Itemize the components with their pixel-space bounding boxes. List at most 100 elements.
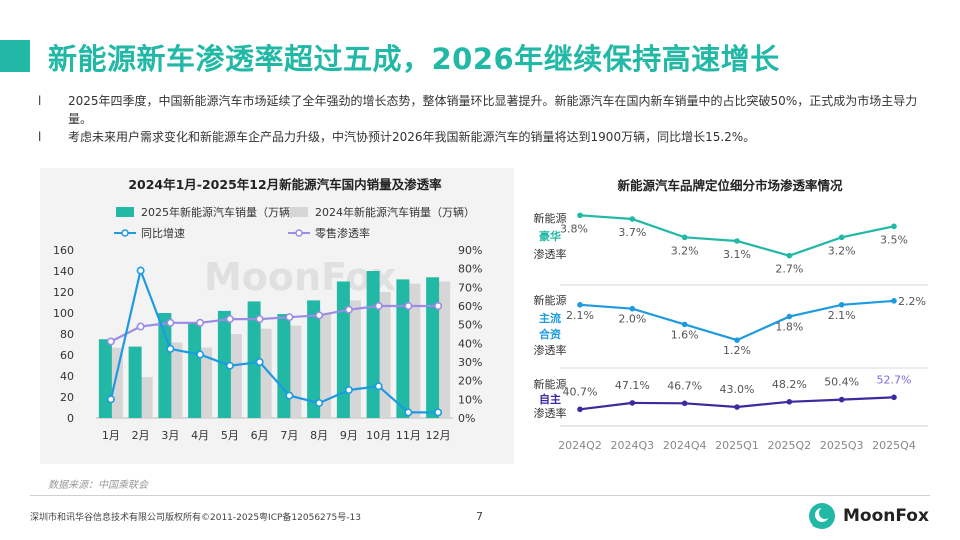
- bar-2025: [277, 314, 291, 418]
- yoy-growth-point: [434, 408, 443, 417]
- bar-2025: [426, 277, 440, 418]
- footer-copyright: 深圳市和讯华谷信息技术有限公司版权所有©2011-2025粤ICP备120562…: [30, 513, 361, 523]
- data-label: 3.7%: [618, 226, 646, 239]
- moonfox-logo: MoonFox: [808, 502, 929, 530]
- y-tick-right: 80%: [458, 263, 482, 276]
- yoy-growth-point: [196, 350, 205, 359]
- segment-label: 渗透率: [534, 343, 567, 357]
- x-tick-label: 2025Q3: [820, 439, 864, 452]
- data-label: 3.2%: [671, 244, 699, 257]
- segment-point: [838, 396, 845, 403]
- bar-2025: [247, 301, 261, 418]
- segment-point: [838, 301, 845, 308]
- y-tick-left: 0: [67, 412, 74, 425]
- bar-2025: [158, 313, 172, 418]
- segment-label: 渗透率: [534, 247, 567, 261]
- retail-penetration-point: [315, 311, 324, 320]
- legend-label: 同比增速: [141, 226, 185, 240]
- bullet-mark: l: [38, 130, 42, 144]
- x-tick-label: 10月: [366, 429, 391, 442]
- segment-point: [681, 400, 688, 407]
- y-tick-right: 60%: [458, 300, 482, 313]
- segment-label: 合资: [539, 327, 561, 341]
- page-title: 新能源新车渗透率超过五成，2026年继续保持高速增长: [48, 42, 780, 76]
- retail-penetration-point: [106, 337, 115, 346]
- data-label: 2.2%: [898, 295, 926, 308]
- retail-penetration-point: [374, 302, 383, 311]
- segment-point: [838, 234, 845, 241]
- yoy-growth-point: [255, 358, 264, 367]
- yoy-growth-line: [109, 266, 439, 414]
- footer-divider: [30, 495, 930, 496]
- segment-label: 新能源: [534, 211, 567, 225]
- segment-point: [629, 216, 636, 222]
- bar-2024: [169, 342, 183, 418]
- data-label: 2.0%: [618, 313, 646, 326]
- x-tick-label: 2024Q4: [663, 439, 707, 452]
- x-tick-label: 1月: [102, 429, 120, 442]
- segment-label: 主流: [539, 311, 561, 325]
- bar-2025: [366, 271, 380, 418]
- bar-2024: [228, 334, 242, 418]
- segment-point: [577, 301, 583, 308]
- segment-label: 豪华: [539, 229, 561, 243]
- logo-text: MoonFox: [843, 506, 929, 526]
- segment-point: [891, 298, 897, 304]
- legend-marker: [121, 229, 129, 237]
- yoy-growth-point: [106, 395, 115, 404]
- bar-2024: [437, 281, 451, 418]
- segment-point: [786, 252, 793, 259]
- page-number: 7: [476, 510, 483, 523]
- segment-label: 自主: [539, 392, 561, 406]
- bar-2025: [98, 339, 112, 418]
- yoy-growth-point: [225, 361, 234, 370]
- data-label: 47.1%: [615, 379, 650, 392]
- x-tick-label: 2025Q2: [768, 439, 812, 452]
- segment-label: 新能源: [534, 377, 567, 391]
- x-tick-label: 2025Q4: [872, 439, 916, 452]
- retail-penetration-point: [404, 302, 413, 311]
- data-label: 43.0%: [720, 383, 755, 396]
- data-label: 3.1%: [723, 248, 751, 261]
- y-tick-right: 0%: [458, 412, 475, 425]
- y-tick-left: 160: [53, 244, 74, 257]
- y-tick-right: 20%: [458, 375, 482, 388]
- watermark-text: MoonFox: [204, 255, 396, 299]
- x-tick-label: 11月: [396, 429, 421, 442]
- data-label: 1.8%: [775, 321, 803, 334]
- yoy-growth-point: [374, 382, 383, 391]
- y-tick-right: 50%: [458, 319, 482, 332]
- y-tick-left: 80: [60, 328, 74, 341]
- retail-penetration-point: [166, 318, 175, 327]
- x-tick-label: 2024Q3: [611, 439, 655, 452]
- bar-2025: [307, 300, 321, 418]
- x-tick-label: 9月: [340, 429, 358, 442]
- segment-point: [629, 400, 636, 406]
- yoy-growth-point: [404, 408, 413, 417]
- bar-2025: [128, 346, 142, 418]
- y-tick-right: 10%: [458, 393, 482, 406]
- segment-label: 新能源: [534, 293, 567, 307]
- segment-point: [577, 406, 583, 413]
- summary-bullets: l 2025年四季度，中国新能源汽车市场延续了全年强劲的增长态势，整体销量环比显…: [38, 92, 918, 146]
- segment-point: [681, 234, 688, 241]
- data-label: 48.2%: [772, 378, 807, 391]
- data-label: 3.8%: [560, 222, 588, 235]
- bar-2025: [396, 279, 410, 418]
- x-tick-label: 6月: [251, 429, 269, 442]
- chart-title: 新能源汽车品牌定位细分市场渗透率情况: [617, 178, 843, 193]
- yoy-growth-point: [344, 386, 353, 395]
- retail-penetration-point: [285, 313, 294, 322]
- bullet-mark: l: [38, 94, 42, 108]
- data-source: 数据来源：中国乘联会: [48, 480, 148, 491]
- y-tick-left: 20: [60, 391, 74, 404]
- bar-2025: [336, 281, 350, 418]
- y-tick-left: 120: [53, 286, 74, 299]
- bullet-item: l 考虑未来用户需求变化和新能源车企产品力升级，中汽协预计2026年我国新能源汽…: [38, 128, 918, 146]
- retail-penetration-point: [344, 305, 353, 314]
- x-tick-label: 2025Q1: [715, 439, 759, 452]
- bar-2025: [188, 323, 202, 418]
- chart-title: 2024年1月-2025年12月新能源汽车国内销量及渗透率: [128, 177, 442, 192]
- moonfox-logo-icon: [809, 503, 835, 529]
- retail-penetration-point: [136, 322, 145, 331]
